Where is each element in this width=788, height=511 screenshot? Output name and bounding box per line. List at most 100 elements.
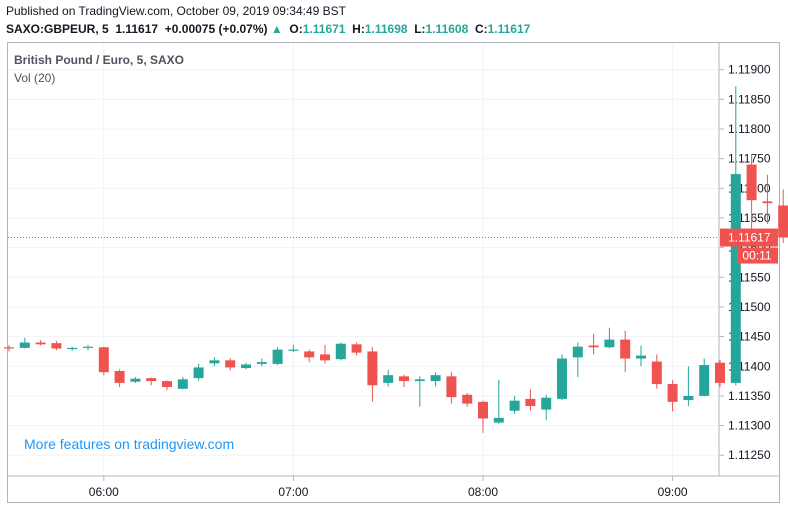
close-value: 1.11617 <box>487 22 531 36</box>
time-tick-label: 09:00 <box>658 485 688 499</box>
time-axis: 06:00 07:00 08:00 09:00 <box>89 476 688 499</box>
candle-body <box>272 349 283 364</box>
candle <box>162 380 172 390</box>
candle <box>335 342 346 361</box>
candle <box>35 340 46 346</box>
candle <box>225 357 236 371</box>
candle-body <box>193 367 204 379</box>
candle-body <box>620 339 631 359</box>
candle <box>288 344 299 353</box>
candle <box>4 344 14 352</box>
candle-body <box>572 346 583 358</box>
candle <box>509 395 520 414</box>
price-tick-label: 1.11850 <box>728 92 771 106</box>
candle <box>699 358 710 397</box>
candle-body <box>256 362 267 364</box>
candle <box>193 363 204 381</box>
candle-body <box>478 401 488 419</box>
candle <box>493 379 504 424</box>
price-tick-label: 1.11900 <box>728 63 771 77</box>
candle-body <box>557 358 567 399</box>
candle-body <box>241 364 251 369</box>
candle-body <box>35 342 46 345</box>
candle <box>620 330 631 373</box>
candle <box>430 372 441 387</box>
time-tick-label: 08:00 <box>468 485 498 499</box>
candle-body <box>114 371 125 383</box>
candle-body <box>462 394 473 404</box>
candle-body <box>130 378 141 382</box>
candle-body <box>4 347 14 349</box>
time-tick-label: 07:00 <box>278 485 308 499</box>
candle-body <box>162 381 172 388</box>
candle <box>462 392 473 407</box>
candle <box>399 374 409 388</box>
candles <box>4 86 788 433</box>
candle-body <box>83 346 93 348</box>
candle <box>557 354 567 401</box>
candle <box>67 346 78 351</box>
time-tick-label: 06:00 <box>89 485 119 499</box>
candle-body <box>430 375 441 382</box>
quote-line: SAXO:GBPEUR, 5 1.11617 +0.00075 (+0.07%)… <box>6 22 530 36</box>
countdown-tag-bg <box>737 247 778 264</box>
chart-frame[interactable] <box>7 42 780 503</box>
candle <box>256 358 267 367</box>
symbol-label: SAXO:GBPEUR, 5 <box>6 22 109 36</box>
candle-body <box>778 205 788 238</box>
candle <box>304 349 315 363</box>
candle-body <box>288 349 299 351</box>
candle-body <box>98 347 109 373</box>
candle <box>146 377 157 386</box>
candle <box>320 344 330 364</box>
candle-body <box>414 379 425 382</box>
candle-body <box>541 397 552 410</box>
price-change: +0.00075 (+0.07%) <box>164 22 268 36</box>
volume-indicator-label[interactable]: Vol (20) <box>14 71 56 85</box>
low-value: 1.11608 <box>425 22 469 36</box>
candle <box>51 340 62 351</box>
candle-body <box>509 400 520 411</box>
candle <box>746 153 757 230</box>
candle-body <box>746 164 757 201</box>
candle-body <box>699 365 710 396</box>
candle-body <box>667 384 678 402</box>
candle-body <box>525 398 536 407</box>
candle <box>588 333 599 355</box>
candle-body <box>209 360 220 364</box>
tradingview-link[interactable]: More features on tradingview.com <box>24 436 235 452</box>
countdown-tag-text: 00:11 <box>742 249 771 263</box>
last-price-tag: 1.11617 00:11 <box>720 228 778 264</box>
candle <box>367 347 378 402</box>
candle-body <box>588 345 599 348</box>
candle-body <box>383 375 394 383</box>
series-title: British Pound / Euro, 5, SAXO <box>14 53 185 67</box>
candle-body <box>367 351 378 386</box>
open-value: 1.11671 <box>302 22 346 36</box>
candle <box>478 400 488 433</box>
candle <box>241 362 251 370</box>
published-caption: Published on TradingView.com, October 09… <box>6 4 346 18</box>
candle <box>636 345 646 367</box>
candle <box>715 359 725 388</box>
candle <box>651 354 662 389</box>
candle-body <box>351 344 362 353</box>
up-arrow-icon: ▲ <box>270 22 283 36</box>
open-label: O: <box>289 22 303 36</box>
candle <box>130 376 141 383</box>
high-value: 1.11698 <box>364 22 408 36</box>
candle-body <box>51 343 62 349</box>
last-price: 1.11617 <box>115 22 159 36</box>
candle <box>683 366 694 407</box>
candle <box>114 369 125 388</box>
candle <box>762 174 773 224</box>
candle <box>446 372 457 404</box>
price-tick-label: 1.11750 <box>728 152 771 166</box>
candle-body <box>67 347 78 350</box>
candle <box>209 357 220 367</box>
candle-body <box>604 339 615 348</box>
candle-body <box>762 201 773 204</box>
candle <box>572 342 583 377</box>
candle <box>351 342 362 356</box>
